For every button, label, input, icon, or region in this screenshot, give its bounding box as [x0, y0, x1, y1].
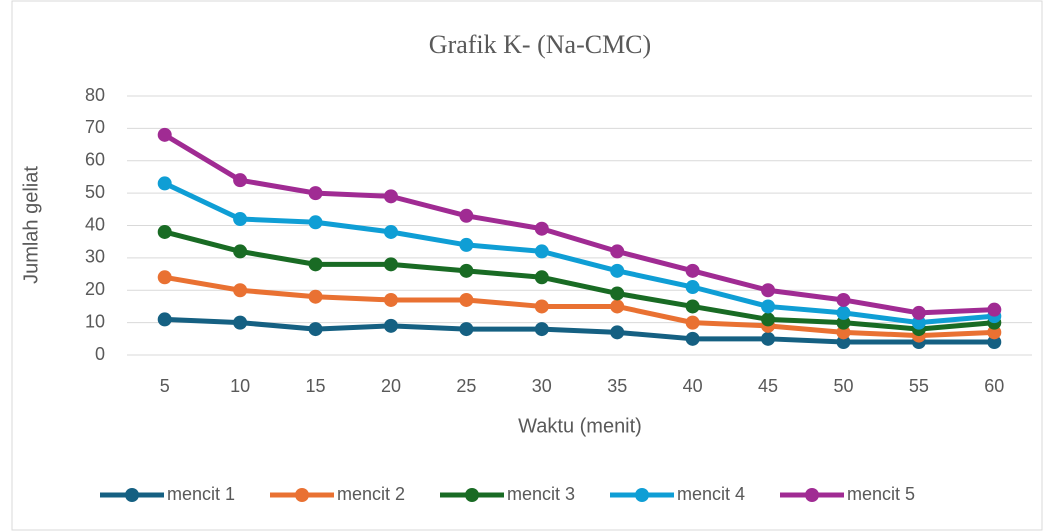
data-point — [836, 305, 851, 320]
chart-title: Grafik K- (Na-CMC) — [429, 30, 651, 59]
chart-frame — [11, 0, 1043, 531]
data-point — [459, 322, 474, 337]
data-point — [610, 263, 625, 278]
data-point — [157, 127, 172, 142]
data-point — [836, 325, 851, 340]
legend-marker — [465, 488, 479, 502]
data-point — [685, 299, 700, 314]
data-point — [233, 315, 248, 330]
x-tick-label: 35 — [607, 376, 627, 396]
data-point — [157, 270, 172, 285]
x-tick-label: 55 — [909, 376, 929, 396]
series-line — [162, 316, 997, 345]
data-point — [836, 315, 851, 330]
data-point — [610, 299, 625, 314]
data-point — [308, 289, 323, 304]
data-point — [836, 335, 851, 350]
x-axis-title: Waktu (menit) — [518, 415, 642, 437]
x-tick-label: 20 — [381, 376, 401, 396]
data-point — [534, 322, 549, 337]
data-point — [534, 221, 549, 236]
x-tick-label: 25 — [456, 376, 476, 396]
data-point — [308, 186, 323, 201]
data-point — [685, 263, 700, 278]
x-tick-label: 40 — [683, 376, 703, 396]
series-line — [162, 132, 997, 316]
y-tick-label: 40 — [85, 214, 105, 234]
legend-marker — [805, 488, 819, 502]
y-tick-label: 50 — [85, 182, 105, 202]
data-point — [685, 315, 700, 330]
y-tick-label: 70 — [85, 117, 105, 137]
data-point — [987, 325, 1002, 340]
data-point — [308, 322, 323, 337]
data-point — [685, 280, 700, 295]
y-tick-label: 60 — [85, 150, 105, 170]
data-point — [308, 257, 323, 272]
data-point — [987, 335, 1002, 350]
x-tick-label: 50 — [833, 376, 853, 396]
x-tick-label: 15 — [306, 376, 326, 396]
data-point — [459, 263, 474, 278]
data-point — [233, 212, 248, 227]
data-point — [383, 257, 398, 272]
y-axis-title: Jumlah geliat — [20, 166, 42, 284]
data-point — [157, 312, 172, 327]
x-tick-label: 45 — [758, 376, 778, 396]
legend-marker — [295, 488, 309, 502]
data-point — [233, 173, 248, 188]
data-point — [383, 292, 398, 307]
data-point — [685, 331, 700, 346]
data-point — [911, 315, 926, 330]
legend-label: mencit 1 — [167, 484, 235, 504]
data-point — [987, 302, 1002, 317]
data-point — [761, 283, 776, 298]
data-point — [610, 286, 625, 301]
data-point — [383, 318, 398, 333]
x-tick-label: 10 — [230, 376, 250, 396]
data-point — [911, 305, 926, 320]
data-point — [157, 176, 172, 191]
data-point — [308, 215, 323, 230]
y-tick-label: 20 — [85, 279, 105, 299]
data-point — [459, 292, 474, 307]
series-line — [162, 274, 997, 339]
series-line — [162, 229, 997, 332]
data-point — [534, 299, 549, 314]
data-point — [534, 244, 549, 259]
legend-label: mencit 2 — [337, 484, 405, 504]
x-tick-label: 5 — [160, 376, 170, 396]
data-point — [459, 237, 474, 252]
legend-marker — [125, 488, 139, 502]
data-point — [836, 292, 851, 307]
legend-marker — [635, 488, 649, 502]
legend-label: mencit 3 — [507, 484, 575, 504]
data-point — [534, 270, 549, 285]
data-point — [233, 283, 248, 298]
data-point — [761, 312, 776, 327]
data-point — [761, 299, 776, 314]
x-tick-label: 30 — [532, 376, 552, 396]
data-point — [610, 325, 625, 340]
data-point — [383, 189, 398, 204]
data-point — [157, 224, 172, 239]
legend-label: mencit 5 — [847, 484, 915, 504]
x-tick-label: 60 — [984, 376, 1004, 396]
y-tick-label: 80 — [85, 85, 105, 105]
y-tick-label: 0 — [95, 344, 105, 364]
legend-label: mencit 4 — [677, 484, 745, 504]
data-point — [383, 224, 398, 239]
y-tick-label: 10 — [85, 311, 105, 331]
data-point — [233, 244, 248, 259]
y-tick-label: 30 — [85, 247, 105, 267]
data-point — [761, 331, 776, 346]
series-line — [162, 180, 997, 326]
data-point — [610, 244, 625, 259]
data-point — [459, 208, 474, 223]
